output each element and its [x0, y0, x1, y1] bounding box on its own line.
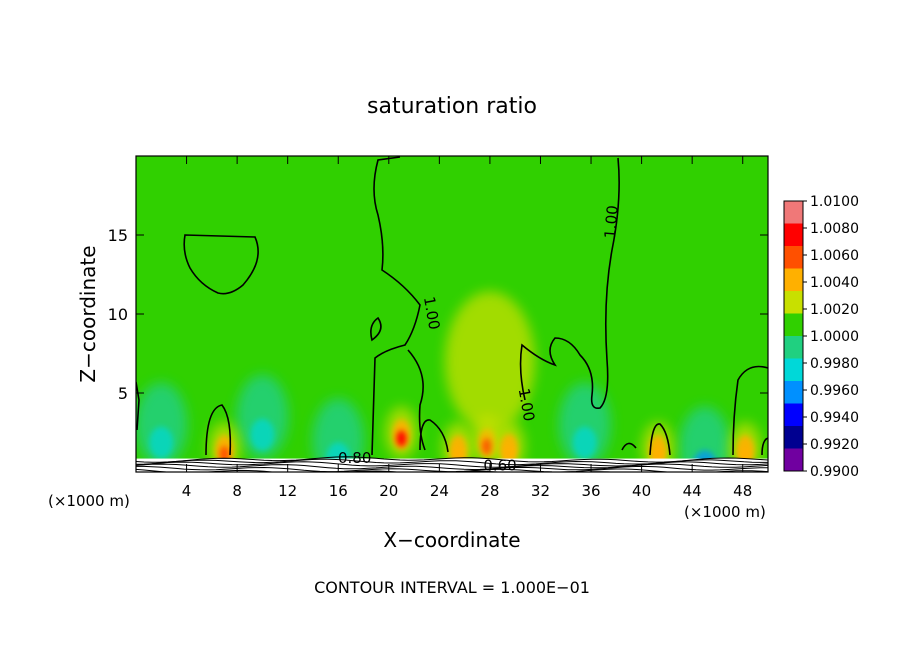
- dry-region-4: [558, 382, 611, 467]
- terrain-contour-4: [136, 463, 768, 471]
- colorbar-swatch-1: [784, 201, 803, 224]
- contour-lines: [136, 156, 768, 456]
- contour-line-12: [136, 381, 140, 431]
- x-tick-label: 28: [480, 482, 499, 500]
- contour-interval-note: CONTOUR INTERVAL = 1.000E−01: [314, 578, 590, 597]
- dry-region-3: [312, 398, 365, 472]
- dry-region-2: [236, 374, 289, 459]
- colorbar-swatch-9: [784, 381, 803, 404]
- contour-label-1: 1.00: [420, 295, 444, 331]
- terrain-band: [136, 456, 768, 472]
- colorbar-label: 1.0100: [810, 194, 859, 210]
- contour-line-2: [371, 156, 421, 456]
- colorbar-swatch-12: [784, 448, 803, 472]
- colorbar-swatch-3: [784, 246, 803, 269]
- moist-core-5: [503, 444, 514, 461]
- contour-labels: 1.00 1.00 1.00 0.80 0.60: [338, 205, 622, 475]
- x-unit-right: (×1000 m): [684, 503, 766, 521]
- plot-area: [136, 156, 768, 472]
- moist-core-6: [653, 446, 664, 463]
- x-tick-label: 16: [329, 482, 348, 500]
- x-axis-label: X−coordinate: [383, 528, 520, 552]
- x-tick-label: 8: [232, 482, 242, 500]
- colorbar-swatch-5: [784, 291, 803, 314]
- y-axis: 5 10 15: [108, 226, 768, 403]
- contour-label-5: 0.60: [483, 457, 516, 475]
- y-tick-label: 5: [118, 384, 128, 403]
- contour-line-8: [649, 423, 671, 456]
- contour-line-3: [370, 316, 382, 342]
- contour-line-10: [732, 365, 768, 456]
- y-tick-label: 15: [108, 226, 128, 245]
- contour-label-3: 1.00: [601, 205, 622, 240]
- x-axis: 4 8 12 16 20 24 28 32 36 40 44 48: [182, 156, 752, 500]
- colorbar-label: 1.0000: [810, 329, 859, 345]
- colorbar-swatch-7: [784, 336, 803, 359]
- moist-core-2: [396, 430, 407, 447]
- dry-region-1: [136, 382, 188, 467]
- x-tick-label: 24: [430, 482, 449, 500]
- colorbar-label: 0.9980: [810, 356, 859, 372]
- y-axis-label: Z−coordinate: [76, 245, 100, 382]
- x-tick-label: 44: [683, 482, 702, 500]
- x-tick-label: 32: [531, 482, 550, 500]
- x-tick-label: 36: [581, 482, 600, 500]
- colorbar-swatch-6: [784, 313, 803, 337]
- colorbar-swatch-8: [784, 358, 803, 382]
- x-tick-label: 40: [632, 482, 651, 500]
- dry-region-5: [678, 406, 731, 472]
- contour-line-4: [407, 349, 426, 451]
- moist-region-8: [444, 291, 535, 432]
- colorbar-label: 0.9960: [810, 383, 859, 399]
- colorbar-label: 1.0080: [810, 221, 859, 237]
- colorbar-swatch-4: [784, 268, 803, 292]
- x-tick-label: 20: [379, 482, 398, 500]
- terrain-contour-1: [136, 456, 768, 463]
- colorbar-swatch-11: [784, 426, 803, 449]
- colorbar-label: 0.9940: [810, 410, 859, 426]
- colorbar-label: 1.0060: [810, 248, 859, 264]
- dry-core-4: [572, 426, 597, 459]
- chart-title: saturation ratio: [367, 94, 537, 119]
- x-tick-label: 4: [182, 482, 192, 500]
- dry-core-2: [250, 418, 275, 451]
- colorbar-label: 1.0040: [810, 275, 859, 291]
- terrain-contour-3: [136, 461, 768, 468]
- contour-label-4: 0.80: [338, 449, 371, 467]
- contour-label-2: 1.00: [515, 387, 539, 423]
- colorbar-swatch-10: [784, 403, 803, 427]
- colorbar-label: 1.0020: [810, 302, 859, 318]
- colorbar: 1.0100 1.0080 1.0060 1.0040 1.0020 1.0000 0.99…: [783, 194, 859, 480]
- moist-core-4: [482, 438, 493, 455]
- contour-line-11: [761, 437, 768, 456]
- contour-line-7: [419, 419, 449, 453]
- colorbar-label: 0.9900: [810, 464, 859, 480]
- contour-line-1: [183, 234, 259, 295]
- contour-line-6: [205, 404, 232, 456]
- x-tick-label: 48: [733, 482, 752, 500]
- y-tick-label: 10: [108, 305, 128, 324]
- x-unit-left: (×1000 m): [48, 492, 130, 510]
- colorbar-swatch-2: [784, 223, 803, 247]
- dry-core-1: [149, 426, 174, 459]
- contour-line-9: [621, 442, 637, 451]
- colorbar-label: 0.9920: [810, 437, 859, 453]
- x-tick-label: 12: [278, 482, 297, 500]
- contour-line-5: [519, 157, 620, 410]
